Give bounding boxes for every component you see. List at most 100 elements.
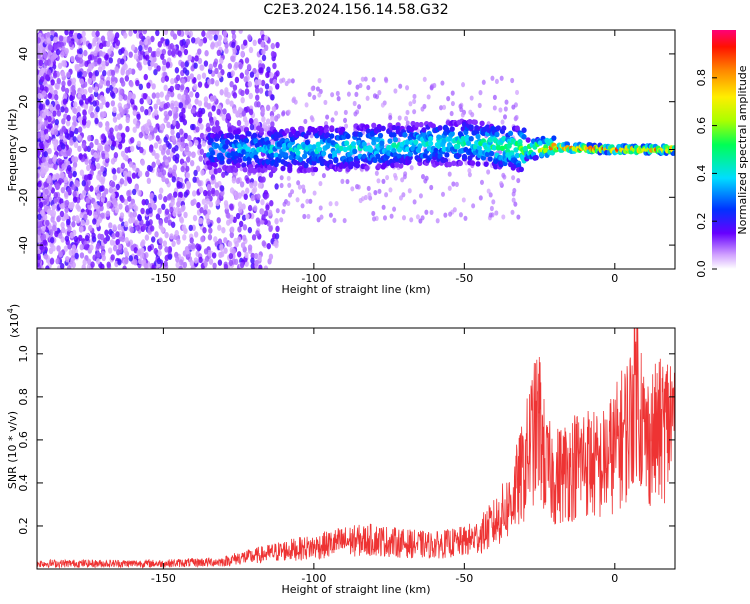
heatmap-point xyxy=(426,94,431,100)
heatmap-point xyxy=(128,203,133,210)
heatmap-point xyxy=(234,241,239,248)
heatmap-point xyxy=(72,196,78,203)
heatmap-point xyxy=(176,30,182,36)
heatmap-point xyxy=(196,110,201,118)
heatmap-point xyxy=(217,40,222,47)
heatmap-point xyxy=(421,174,426,180)
heatmap-point xyxy=(215,30,220,35)
heatmap-point xyxy=(287,165,293,172)
heatmap-point xyxy=(127,170,132,178)
heatmap-point xyxy=(79,252,85,259)
heatmap-point xyxy=(184,69,190,76)
heatmap-point xyxy=(252,39,257,47)
heatmap-point xyxy=(412,93,417,100)
heatmap-point xyxy=(207,164,213,171)
heatmap-point xyxy=(228,252,234,260)
heatmap-point xyxy=(53,163,58,170)
heatmap-point xyxy=(270,120,275,128)
heatmap-point xyxy=(199,206,204,214)
heatmap-point xyxy=(367,192,372,198)
heatmap-point xyxy=(104,229,109,236)
heatmap-point xyxy=(447,171,452,177)
heatmap-point xyxy=(187,54,193,61)
heatmap-point xyxy=(77,126,83,133)
heatmap-point xyxy=(52,72,58,79)
heatmap-point xyxy=(100,212,105,219)
heatmap-point xyxy=(308,198,313,204)
heatmap-point xyxy=(38,141,44,148)
heatmap-point xyxy=(158,187,164,194)
heatmap-point xyxy=(76,32,82,40)
heatmap-point xyxy=(66,218,71,226)
heatmap-point xyxy=(209,168,214,175)
heatmap-point xyxy=(250,252,255,260)
heatmap-point xyxy=(490,75,495,81)
heatmap-point xyxy=(310,117,315,123)
heatmap-point xyxy=(217,224,222,231)
heatmap-point xyxy=(85,121,91,129)
heatmap-point xyxy=(219,244,224,252)
heatmap-point xyxy=(153,126,158,134)
heatmap-point xyxy=(236,119,242,127)
heatmap-point xyxy=(235,212,241,220)
heatmap-point xyxy=(318,180,323,187)
heatmap-point xyxy=(70,55,75,63)
heatmap-point xyxy=(146,82,151,89)
heatmap-point xyxy=(275,41,280,49)
heatmap-point xyxy=(193,169,198,177)
heatmap-point xyxy=(231,55,236,63)
heatmap-point xyxy=(268,253,274,260)
heatmap-point xyxy=(90,111,95,119)
heatmap-point xyxy=(156,98,161,106)
heatmap-point xyxy=(244,251,249,259)
heatmap-point xyxy=(173,191,178,198)
heatmap-point xyxy=(42,239,48,246)
heatmap-point xyxy=(195,243,200,250)
heatmap-point xyxy=(70,124,75,132)
heatmap-point xyxy=(297,184,302,190)
heatmap-point xyxy=(237,201,243,208)
heatmap-point xyxy=(109,127,114,134)
heatmap-point xyxy=(334,201,339,207)
heatmap-point xyxy=(302,213,307,220)
heatmap-point xyxy=(331,150,338,157)
heatmap-point xyxy=(128,51,133,58)
heatmap-point xyxy=(161,48,167,56)
heatmap-point xyxy=(97,57,102,64)
heatmap-point xyxy=(47,147,52,155)
heatmap-point xyxy=(198,186,204,194)
heatmap-point xyxy=(260,208,265,215)
heatmap-point xyxy=(472,119,478,126)
heatmap-point xyxy=(352,100,357,107)
heatmap-point xyxy=(60,221,65,229)
heatmap-point xyxy=(101,254,106,262)
heatmap-point xyxy=(279,78,284,84)
heatmap-point xyxy=(213,236,218,243)
heatmap-point xyxy=(240,261,245,269)
heatmap-point xyxy=(94,86,99,93)
heatmap-point xyxy=(195,165,201,172)
heatmap-point xyxy=(266,242,271,250)
heatmap-point xyxy=(62,93,68,100)
heatmap-point xyxy=(167,110,173,117)
heatmap-point xyxy=(275,225,280,233)
heatmap-point xyxy=(160,149,166,156)
heatmap-point xyxy=(60,143,66,150)
heatmap-point xyxy=(398,195,403,201)
heatmap-point xyxy=(194,55,199,62)
heatmap-point xyxy=(348,156,354,163)
heatmap-point xyxy=(74,65,80,72)
heatmap-point xyxy=(106,261,111,268)
heatmap-point xyxy=(214,80,220,87)
heatmap-point xyxy=(377,132,384,139)
heatmap-point xyxy=(164,94,170,101)
heatmap-point xyxy=(66,149,71,156)
heatmap-point xyxy=(258,67,263,74)
heatmap-point xyxy=(133,259,138,266)
heatmap-point xyxy=(37,236,41,243)
heatmap-point xyxy=(100,35,106,42)
heatmap-point xyxy=(263,193,268,200)
heatmap-point xyxy=(87,42,92,50)
heatmap-point xyxy=(129,81,134,88)
heatmap-point xyxy=(342,146,348,153)
